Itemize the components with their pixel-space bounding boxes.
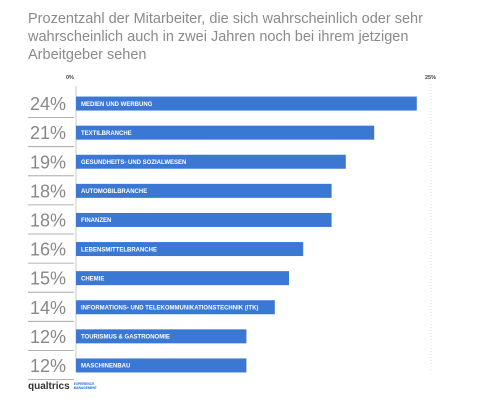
value-label: 21% [30, 123, 66, 143]
bar [76, 358, 247, 373]
bar [76, 154, 346, 169]
value-label: 15% [30, 269, 66, 289]
chart-title: Prozentzahl der Mitarbeiter, die sich wa… [28, 11, 423, 63]
value-label: 12% [30, 356, 66, 376]
bar [76, 242, 304, 257]
bar [76, 329, 247, 344]
category-label: TEXTILBRANCHE [81, 131, 132, 137]
bar [76, 212, 332, 227]
category-label: FINANZEN [81, 218, 111, 224]
bar [76, 183, 332, 198]
category-label: MEDIEN UND WERBUNG [81, 102, 153, 108]
bar [76, 300, 275, 315]
x-tick-label: 0% [66, 75, 74, 81]
category-label: LEBENSMITTELBRANCHE [81, 247, 157, 253]
value-label: 18% [30, 181, 66, 201]
value-label: 12% [30, 327, 66, 347]
brand-tagline: EXPERIENCE MANAGEMENT [73, 381, 97, 390]
value-label: 18% [30, 210, 66, 230]
category-label: GESUNDHEITS- UND SOZIALWESEN [81, 160, 186, 166]
bar [76, 125, 375, 140]
category-label: INFORMATIONS- UND TELEKOMMUNIKATIONSTECH… [81, 305, 258, 311]
value-label: 24% [30, 94, 66, 114]
category-label: MASCHINENBAU [81, 364, 130, 370]
category-label: TOURISMUS & GASTRONOMIE [81, 335, 170, 341]
brand-logo: qualtrics [28, 381, 70, 392]
value-label: 19% [30, 152, 66, 172]
bar [76, 96, 417, 111]
footer-logo: qualtrics EXPERIENCE MANAGEMENT [28, 381, 97, 392]
bar [76, 271, 289, 286]
value-label: 16% [30, 240, 66, 260]
category-label: CHEMIE [81, 276, 104, 282]
category-label: AUTOMOBILBRANCHE [81, 189, 147, 195]
value-label: 14% [30, 298, 66, 318]
x-tick-label: 25% [425, 75, 436, 81]
